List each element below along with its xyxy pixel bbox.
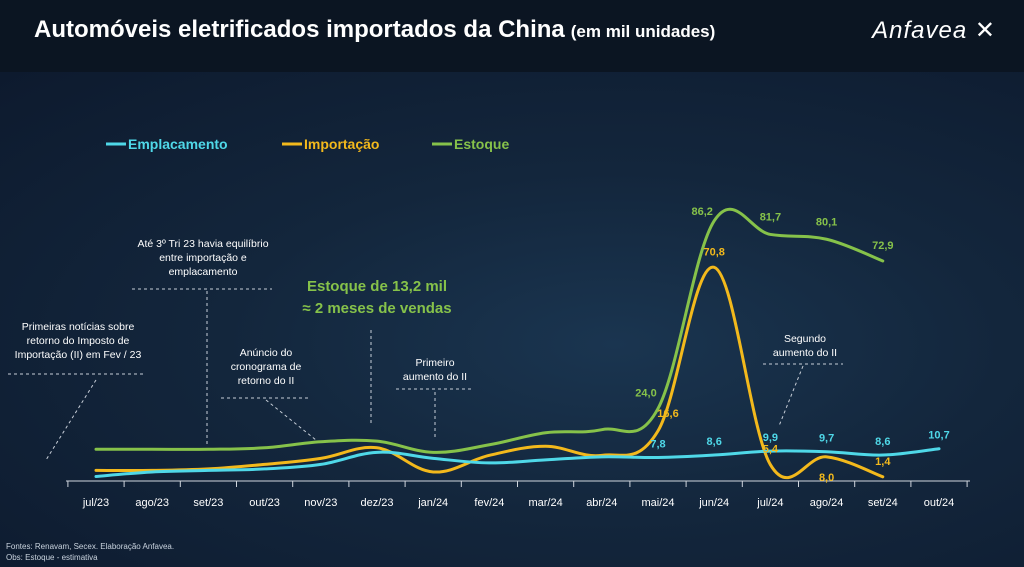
- importacao-data-label: 5,4: [763, 444, 779, 456]
- x-tick-label: ago/23: [135, 497, 169, 509]
- x-tick-label: nov/23: [304, 497, 337, 509]
- note1-leader: [45, 379, 97, 461]
- note5-line: aumento do II: [773, 347, 837, 359]
- note3-line: retorno do II: [238, 375, 295, 387]
- x-tick-label: set/24: [868, 497, 898, 509]
- note1-line: retorno do Imposto de: [27, 335, 130, 347]
- chart-title: Automóveis eletrificados importados da C…: [34, 16, 715, 44]
- note1-line: Primeiras notícias sobre: [22, 321, 135, 333]
- importacao-data-label: 70,8: [703, 246, 724, 258]
- x-tick-label: jul/24: [756, 497, 783, 509]
- emplacamento-data-label: 10,7: [928, 430, 949, 442]
- anfavea-logo: Anfavea ✕: [872, 16, 996, 45]
- emplacamento-data-label: 8,6: [875, 436, 890, 448]
- note3-line: Anúncio do: [240, 347, 293, 359]
- estoque-data-label: 80,1: [816, 216, 837, 228]
- sources-text: Fontes: Renavam, Secex. Elaboração Anfav…: [6, 542, 175, 551]
- x-tick-label: ago/24: [810, 497, 844, 509]
- importacao-data-label: 8,0: [819, 472, 834, 484]
- note2-line: emplacamento: [169, 266, 238, 278]
- estoque-data-label: 86,2: [691, 206, 712, 218]
- importacao-line: [94, 265, 885, 480]
- x-tick-label: mar/24: [528, 497, 562, 509]
- estoque-note-line1: Estoque de 13,2 mil: [307, 278, 447, 295]
- x-tick-label: dez/23: [360, 497, 393, 509]
- legend-estoque-label: Estoque: [454, 136, 509, 152]
- obs-text: Obs: Estoque - estimativa: [6, 553, 98, 562]
- chart-title-text: Automóveis eletrificados importados da C…: [34, 16, 565, 43]
- x-tick-label: set/23: [193, 497, 223, 509]
- x-tick-label: fev/24: [474, 497, 504, 509]
- logo-mark-icon: ✕: [974, 17, 996, 44]
- chart-unit: (em mil unidades): [570, 22, 716, 41]
- emplacamento-data-label: 8,6: [707, 436, 722, 448]
- note3-leader: [265, 399, 317, 441]
- note2-line: Até 3º Tri 23 havia equilíbrio: [137, 238, 268, 250]
- importacao-data-label: 16,6: [657, 408, 678, 420]
- x-tick-label: out/23: [249, 497, 280, 509]
- note4-line: Primeiro: [415, 357, 454, 369]
- estoque-data-label: 24,0: [635, 388, 656, 400]
- estoque-data-label: 72,9: [872, 240, 893, 252]
- note1-line: Importação (II) em Fev / 23: [15, 349, 142, 361]
- note2-line: entre importação e: [159, 252, 247, 264]
- emplacamento-data-label: 9,7: [819, 433, 834, 445]
- estoque-note-line2: ≈ 2 meses de vendas: [302, 300, 451, 317]
- logo-text: Anfavea: [872, 17, 968, 44]
- emplacamento-data-label: 9,9: [763, 432, 778, 444]
- x-tick-label: mai/24: [641, 497, 674, 509]
- estoque-line: [94, 207, 885, 454]
- x-tick-label: abr/24: [586, 497, 617, 509]
- plot-background: [0, 72, 1024, 567]
- note4-line: aumento do II: [403, 371, 467, 383]
- x-tick-label: jul/23: [82, 497, 109, 509]
- legend-emplacamento-label: Emplacamento: [128, 136, 228, 152]
- legend-importacao-label: Importação: [304, 136, 379, 152]
- note3-line: cronograma de: [231, 361, 302, 373]
- header-bar: Automóveis eletrificados importados da C…: [0, 0, 1024, 72]
- estoque-data-label: 81,7: [760, 211, 781, 223]
- note5-leader: [778, 365, 804, 427]
- x-tick-label: jan/24: [417, 497, 448, 509]
- footer-notes: Fontes: Renavam, Secex. Elaboração Anfav…: [6, 541, 174, 563]
- x-tick-label: out/24: [924, 497, 955, 509]
- importacao-data-label: 1,4: [875, 456, 891, 468]
- emplacamento-data-label: 7,8: [650, 438, 665, 450]
- x-tick-label: jun/24: [698, 497, 729, 509]
- emplacamento-line: [94, 447, 941, 478]
- note5-line: Segundo: [784, 333, 826, 345]
